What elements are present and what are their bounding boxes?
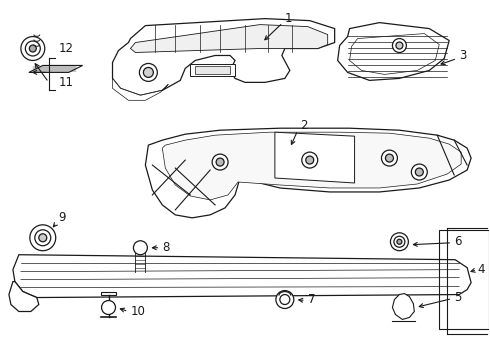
Bar — [439, 230, 489, 329]
Text: 4: 4 — [477, 263, 485, 276]
Polygon shape — [9, 282, 39, 311]
Circle shape — [276, 291, 294, 309]
Text: 9: 9 — [59, 211, 66, 224]
Text: 11: 11 — [59, 76, 74, 89]
Text: 7: 7 — [308, 293, 315, 306]
Polygon shape — [146, 128, 471, 218]
Polygon shape — [275, 132, 355, 183]
Circle shape — [391, 233, 408, 251]
Text: 8: 8 — [162, 241, 170, 254]
Circle shape — [394, 236, 405, 247]
Circle shape — [412, 164, 427, 180]
Text: 1: 1 — [285, 12, 293, 25]
Circle shape — [144, 67, 153, 77]
Circle shape — [416, 168, 423, 176]
Polygon shape — [349, 33, 439, 75]
Circle shape — [140, 63, 157, 81]
Text: 3: 3 — [459, 49, 466, 62]
Polygon shape — [195, 67, 230, 75]
Circle shape — [397, 239, 402, 244]
Circle shape — [216, 158, 224, 166]
Circle shape — [386, 154, 393, 162]
Circle shape — [30, 225, 56, 251]
Circle shape — [133, 241, 147, 255]
Text: 2: 2 — [300, 119, 307, 132]
Circle shape — [392, 39, 406, 53]
Circle shape — [29, 45, 36, 52]
Text: 10: 10 — [130, 305, 146, 318]
Circle shape — [302, 152, 318, 168]
Polygon shape — [392, 293, 415, 319]
Circle shape — [306, 156, 314, 164]
Circle shape — [21, 37, 45, 60]
Circle shape — [382, 150, 397, 166]
Polygon shape — [13, 255, 471, 298]
Polygon shape — [190, 64, 235, 76]
Polygon shape — [338, 23, 449, 80]
Circle shape — [212, 154, 228, 170]
Polygon shape — [113, 19, 335, 95]
Text: 6: 6 — [454, 235, 462, 248]
Circle shape — [280, 294, 290, 305]
Polygon shape — [162, 132, 461, 200]
Polygon shape — [100, 292, 117, 294]
Polygon shape — [113, 62, 168, 100]
Text: 5: 5 — [454, 291, 462, 304]
Text: 12: 12 — [59, 42, 74, 55]
Circle shape — [25, 41, 40, 56]
Circle shape — [396, 42, 403, 49]
Polygon shape — [130, 24, 328, 53]
Circle shape — [35, 230, 51, 246]
Circle shape — [101, 301, 116, 315]
Polygon shape — [29, 66, 83, 72]
Circle shape — [39, 234, 47, 242]
